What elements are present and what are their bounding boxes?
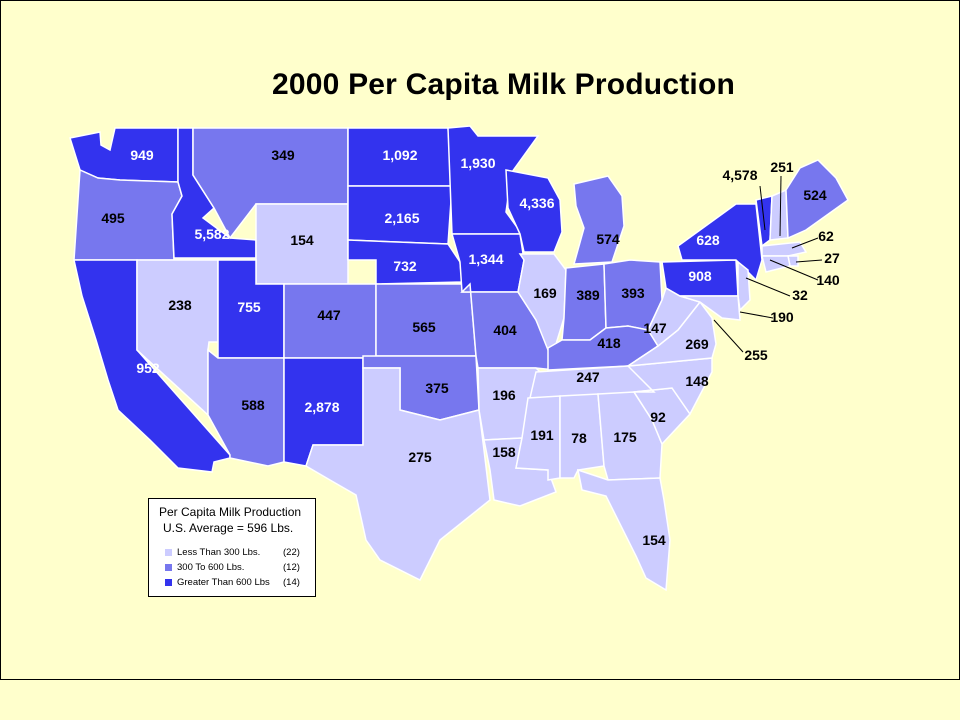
value-label-ia: 1,344: [468, 251, 503, 267]
value-label-ms: 191: [530, 427, 554, 443]
state-nj: [737, 260, 751, 312]
legend-item-high: Greater Than 600 Lbs (14): [165, 577, 300, 588]
value-label-in: 389: [576, 287, 600, 303]
state-ca: [73, 259, 231, 473]
state-fl: [577, 468, 671, 592]
value-label-id: 5,582: [194, 226, 229, 242]
value-label-sd: 2,165: [384, 210, 419, 226]
callout-line-nh: [779, 175, 782, 237]
legend-item-label: Less Than 300 Lbs.: [177, 547, 261, 558]
legend-swatch-high: [165, 578, 172, 586]
legend-title: Per Capita Milk Production: [159, 505, 302, 519]
value-label-mn: 1,930: [460, 155, 495, 171]
value-label-mt: 349: [271, 147, 295, 163]
value-label-wy: 154: [290, 232, 314, 248]
value-label-ga: 175: [613, 429, 637, 445]
value-label-mi: 574: [596, 231, 620, 247]
callout-line-ma: [791, 237, 819, 249]
value-label-co: 447: [317, 307, 341, 323]
callout-line-de: [739, 311, 774, 319]
value-label-al: 78: [571, 430, 587, 446]
value-label-tx: 275: [408, 449, 432, 465]
value-label-ky: 418: [597, 335, 621, 351]
legend-item-mid: 300 To 600 Lbs. (12): [165, 562, 300, 573]
value-label-nv: 238: [168, 297, 192, 313]
value-label-md: 255: [744, 347, 768, 363]
value-label-nj: 32: [792, 287, 808, 303]
value-label-ok: 375: [425, 380, 449, 396]
callout-line-nj: [745, 277, 791, 297]
callout-line-vt: [759, 185, 766, 231]
value-label-ne: 732: [393, 258, 417, 274]
value-label-ma: 62: [818, 228, 834, 244]
value-label-la: 158: [492, 444, 516, 460]
legend-item-label: Greater Than 600 Lbs: [177, 577, 270, 588]
legend-item-label: 300 To 600 Lbs.: [177, 562, 245, 573]
state-md: [679, 295, 741, 321]
state-value-labels: 949 495 952 5,582 238 349 154 755 588 447 2,878 1,0…: [101, 147, 840, 548]
value-label-il: 169: [533, 285, 557, 301]
state-ne: [347, 239, 463, 285]
state-ma: [761, 241, 808, 257]
value-label-nd: 1,092: [382, 147, 417, 163]
legend-swatch-low: [165, 548, 172, 556]
value-label-fl: 154: [642, 532, 666, 548]
legend-subtitle: U.S. Average = 596 Lbs.: [163, 521, 294, 535]
value-label-sc: 92: [650, 409, 666, 425]
value-label-ks: 565: [412, 319, 436, 335]
state-shapes: [69, 125, 849, 592]
value-label-oh: 393: [621, 285, 645, 301]
value-label-az: 588: [241, 397, 265, 413]
state-me: [785, 159, 849, 240]
callout-line-ct: [769, 259, 819, 281]
value-label-vt: 4,578: [722, 167, 757, 183]
value-label-va: 269: [685, 336, 709, 352]
legend-item-count: (22): [283, 547, 300, 558]
state-ny: [677, 203, 763, 282]
state-nh: [769, 188, 789, 241]
callout-lines: [713, 175, 823, 353]
value-label-nh: 251: [770, 159, 794, 175]
value-label-tn: 247: [576, 369, 600, 385]
callout-line-md: [713, 319, 744, 353]
value-label-wv: 147: [643, 320, 667, 336]
map-title: 2000 Per Capita Milk Production: [272, 68, 735, 101]
callout-line-ri: [795, 259, 823, 263]
value-label-pa: 908: [688, 268, 712, 284]
legend-item-count: (14): [283, 577, 300, 588]
value-label-ar: 196: [492, 387, 516, 403]
value-label-nc: 148: [685, 373, 709, 389]
legend-item-count: (12): [283, 562, 300, 573]
value-label-me: 524: [803, 187, 827, 203]
value-label-ca: 952: [136, 360, 160, 376]
value-label-mo: 404: [493, 322, 517, 338]
value-label-ri: 27: [824, 250, 840, 266]
state-wi: [505, 169, 563, 253]
value-label-ny: 628: [696, 232, 720, 248]
value-label-wa: 949: [130, 147, 154, 163]
value-label-ct: 140: [816, 272, 840, 288]
state-ct: [761, 255, 791, 273]
state-or: [73, 168, 183, 261]
legend-item-low: Less Than 300 Lbs. (22): [165, 547, 300, 558]
state-nc: [626, 357, 713, 416]
value-label-or: 495: [101, 210, 125, 226]
value-label-ut: 755: [237, 299, 261, 315]
legend-swatch-mid: [165, 563, 172, 571]
value-label-de: 190: [770, 309, 794, 325]
value-label-wi: 4,336: [519, 195, 554, 211]
value-label-nm: 2,878: [304, 399, 339, 415]
state-tx: [305, 367, 491, 582]
legend: Per Capita Milk Production U.S. Average …: [148, 498, 316, 597]
state-mi: [572, 175, 625, 265]
